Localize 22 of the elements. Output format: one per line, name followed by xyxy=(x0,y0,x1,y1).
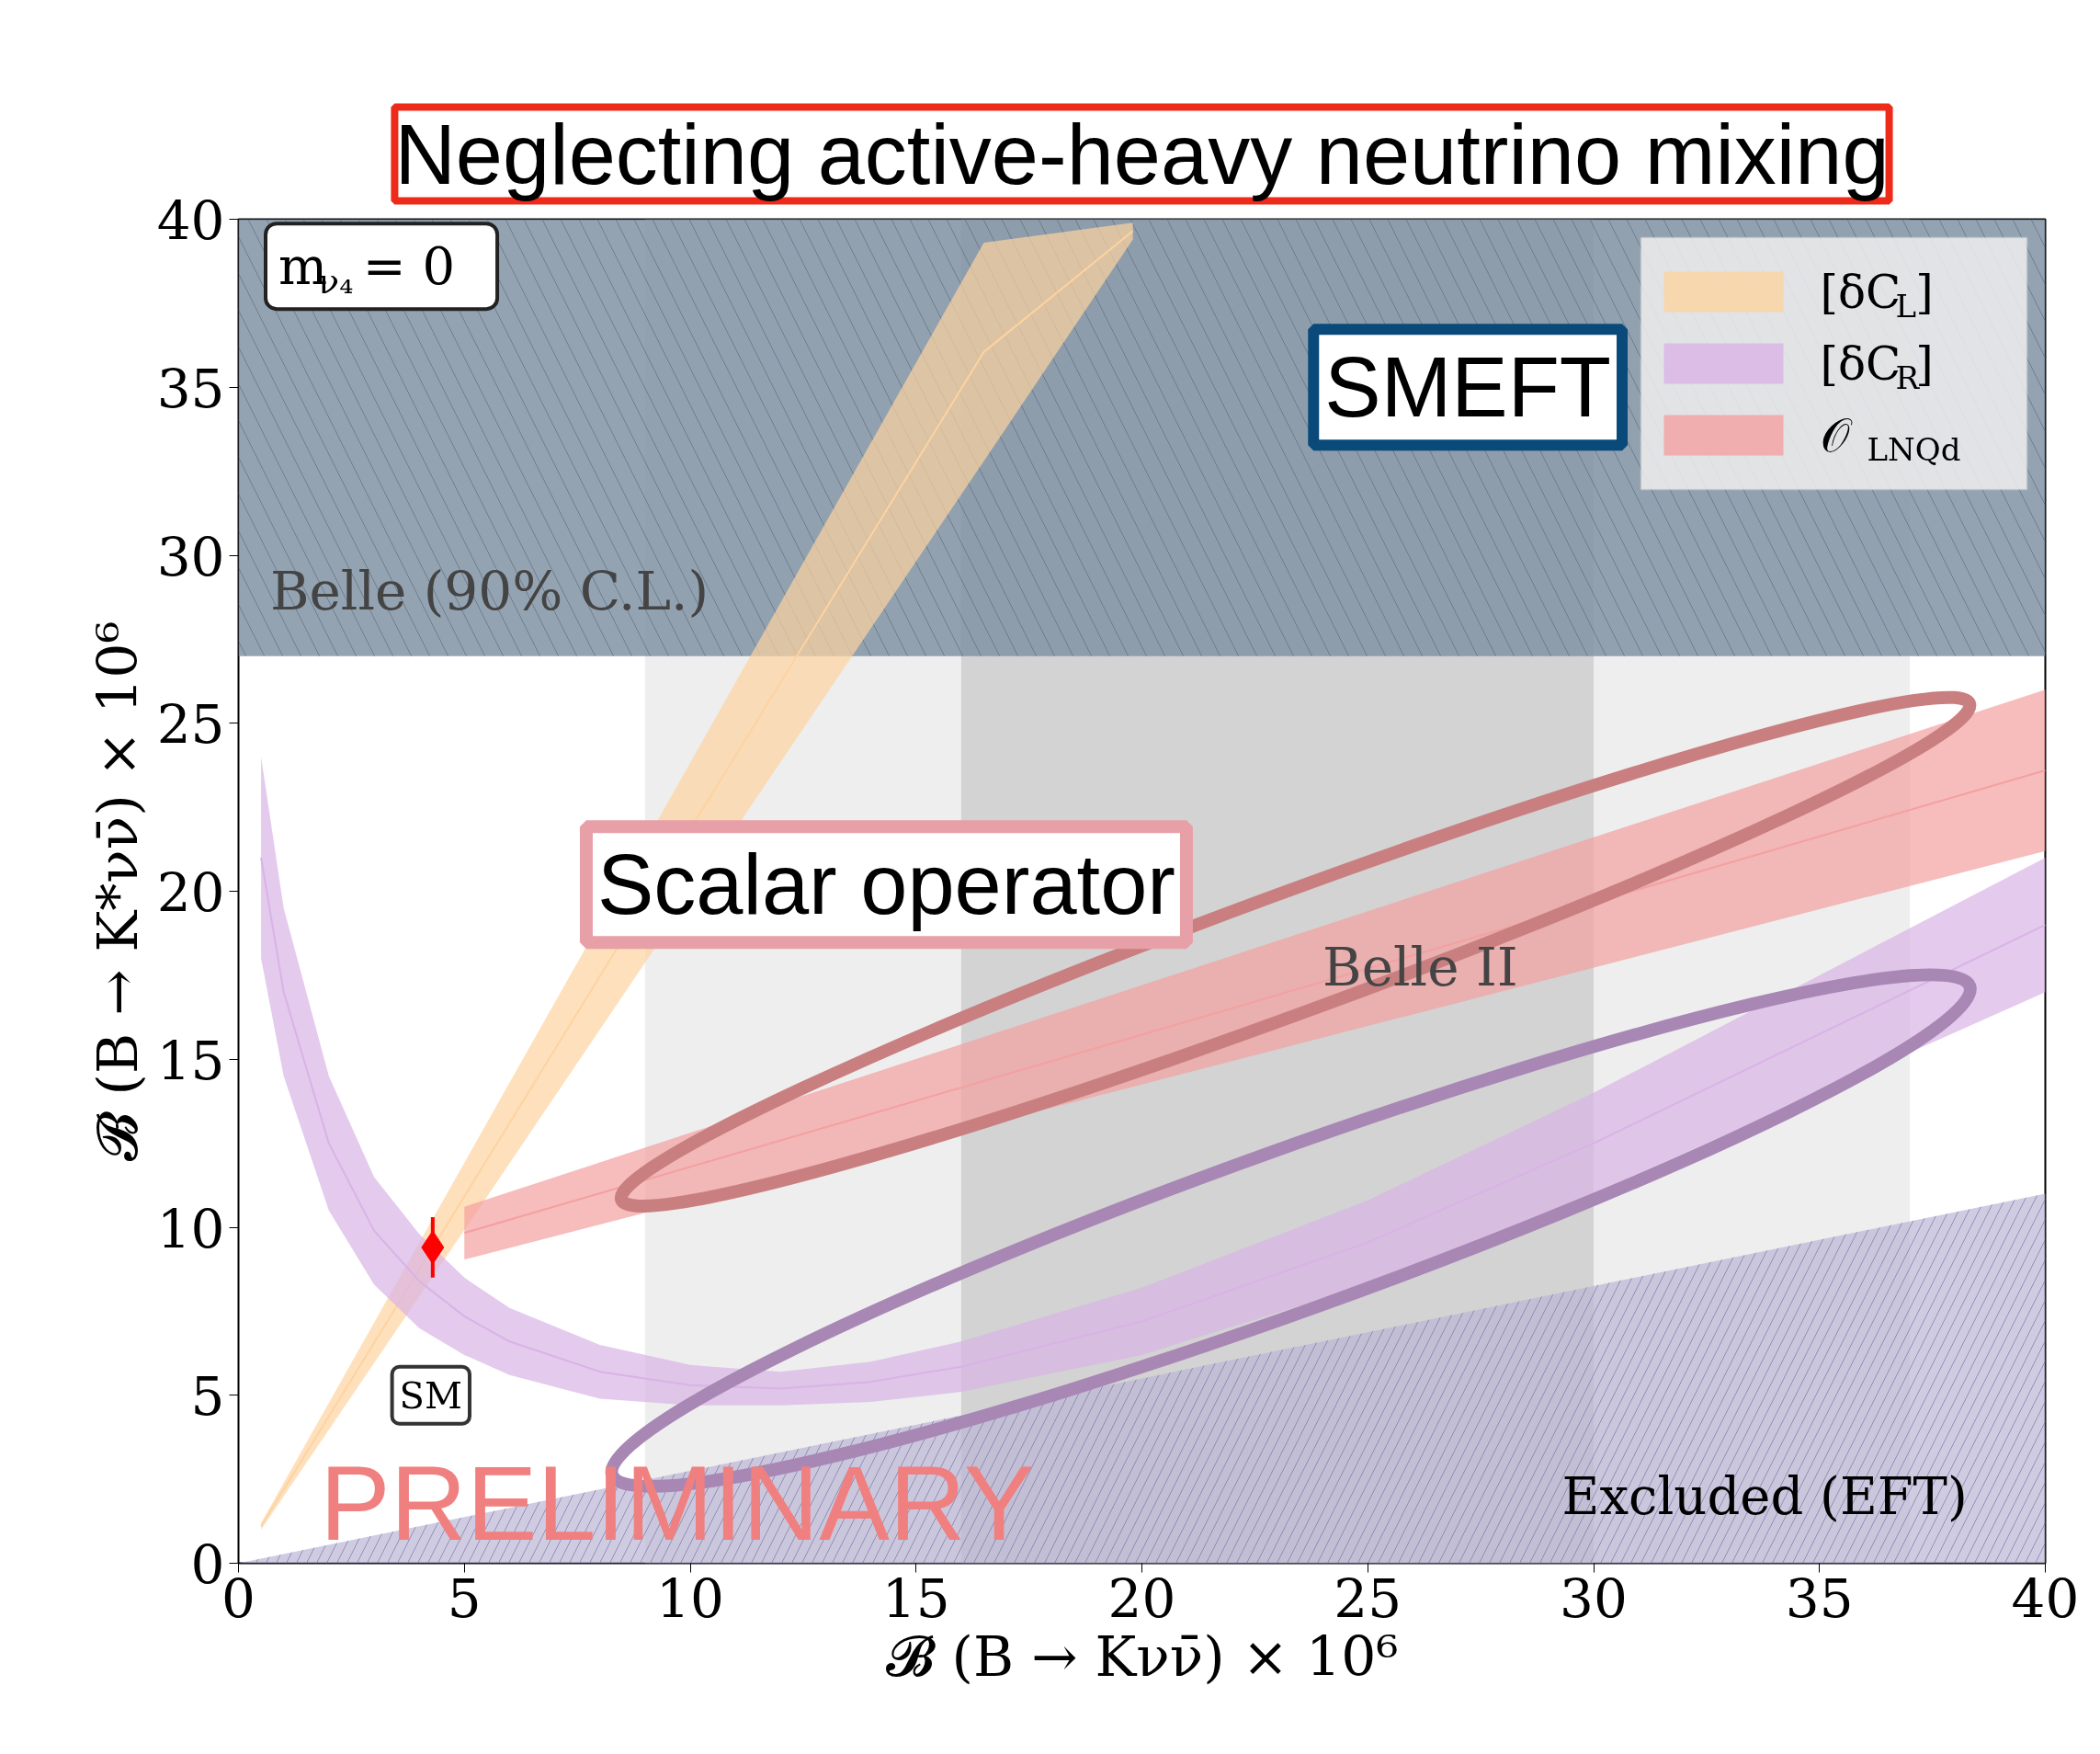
y-tick-label: 15 xyxy=(156,1029,225,1092)
band-label: Belle II xyxy=(1322,936,1518,999)
x-tick-label: 5 xyxy=(447,1566,482,1630)
x-tick-label: 30 xyxy=(1560,1566,1628,1630)
y-tick-label: 5 xyxy=(190,1365,225,1429)
y-tick-label: 10 xyxy=(156,1197,225,1260)
x-tick-label: 40 xyxy=(2011,1566,2080,1630)
y-tick-label: 20 xyxy=(156,861,225,924)
annotation: Excluded (EFT) xyxy=(1561,1465,1968,1526)
y-tick-label: 25 xyxy=(156,693,225,757)
annotation: SMEFT xyxy=(1324,340,1612,435)
chart-title: Neglecting active-heavy neutrino mixing xyxy=(394,107,1890,201)
x-tick-label: 35 xyxy=(1785,1566,1854,1630)
y-tick-label: 35 xyxy=(156,357,225,420)
annotation: SM xyxy=(399,1373,462,1417)
y-tick-label: 40 xyxy=(156,189,225,252)
band-label: Belle (90% C.L.) xyxy=(269,560,709,623)
y-tick-label: 30 xyxy=(156,525,225,588)
x-tick-label: 10 xyxy=(656,1566,724,1630)
annotation: PRELIMINARY xyxy=(319,1443,1035,1562)
annotation: Scalar operator xyxy=(596,837,1175,932)
y-axis-title: 𝓑 (B → K*νν̄) × 10⁶ xyxy=(85,621,150,1162)
